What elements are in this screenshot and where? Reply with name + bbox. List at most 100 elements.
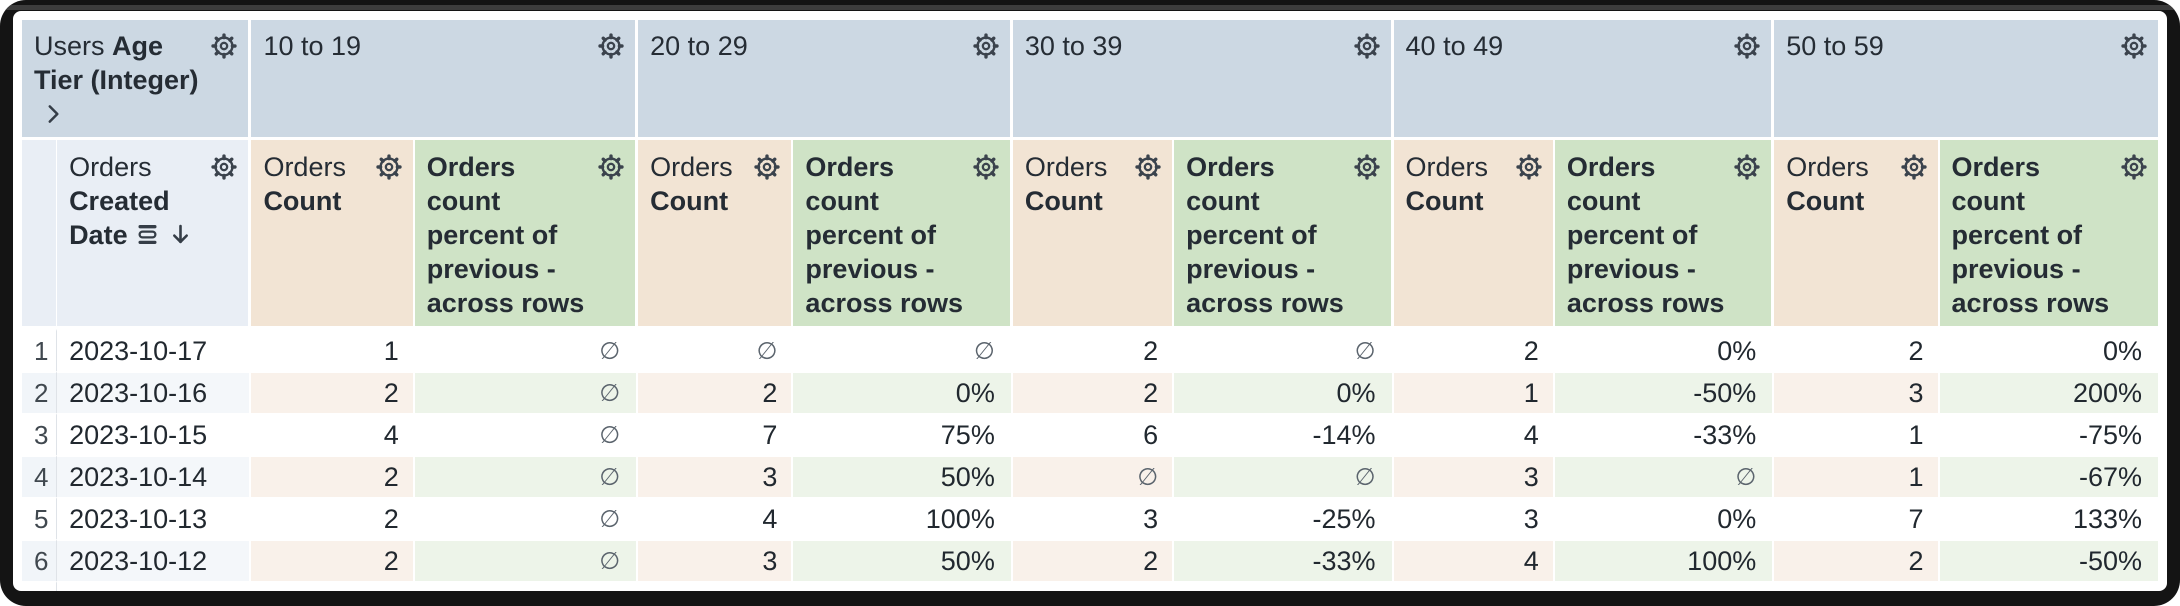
- count-cell[interactable]: 2: [251, 455, 415, 497]
- count-cell[interactable]: 6: [1012, 413, 1175, 455]
- gear-icon[interactable]: [1353, 153, 1381, 181]
- percent-cell[interactable]: 75%: [793, 413, 1013, 455]
- percent-cell[interactable]: 133%: [1939, 497, 2158, 539]
- pivot-expand-chevron-icon[interactable]: [40, 101, 66, 127]
- percent-cell[interactable]: 50%: [793, 455, 1013, 497]
- percent-cell[interactable]: ∅: [1939, 581, 2158, 591]
- percent-cell[interactable]: ∅: [793, 329, 1013, 371]
- count-cell[interactable]: 2: [1774, 581, 1940, 591]
- percent-cell[interactable]: ∅: [414, 497, 639, 539]
- percent-cell[interactable]: -50%: [1554, 371, 1775, 413]
- percent-cell[interactable]: 100%: [793, 497, 1013, 539]
- count-cell[interactable]: 1: [1774, 455, 1940, 497]
- pivot-value-header[interactable]: 50 to 59: [1774, 20, 2158, 140]
- pivot-field-header[interactable]: Users Age Tier (Integer): [22, 20, 252, 140]
- count-cell[interactable]: 3: [638, 539, 794, 581]
- count-cell[interactable]: 2: [1774, 539, 1940, 581]
- count-cell[interactable]: 2: [1393, 329, 1555, 371]
- percent-cell[interactable]: -33%: [1174, 539, 1394, 581]
- count-cell[interactable]: 2: [251, 371, 415, 413]
- count-cell[interactable]: 1: [251, 329, 415, 371]
- calc-header[interactable]: Orders count percent of previous - acros…: [793, 140, 1013, 329]
- count-cell[interactable]: 3: [251, 581, 415, 591]
- gear-icon[interactable]: [375, 153, 403, 181]
- measure-header[interactable]: Orders Count: [638, 140, 794, 329]
- date-cell[interactable]: 2023-10-16: [57, 371, 252, 413]
- measure-header[interactable]: Orders Count: [251, 140, 415, 329]
- percent-cell[interactable]: ∅: [414, 455, 639, 497]
- date-cell[interactable]: 2023-10-13: [57, 497, 252, 539]
- percent-cell[interactable]: 0%: [1939, 329, 2158, 371]
- date-cell[interactable]: 2023-10-17: [57, 329, 252, 371]
- pivot-value-header[interactable]: 20 to 29: [638, 20, 1013, 140]
- pivot-value-header[interactable]: 30 to 39: [1012, 20, 1394, 140]
- percent-cell[interactable]: 0%: [1554, 329, 1775, 371]
- count-cell[interactable]: ∅: [638, 329, 794, 371]
- percent-cell[interactable]: -25%: [1174, 497, 1394, 539]
- gear-icon[interactable]: [1353, 32, 1381, 60]
- percent-cell[interactable]: 50%: [1174, 581, 1394, 591]
- count-cell[interactable]: 2: [251, 539, 415, 581]
- count-cell[interactable]: 3: [638, 455, 794, 497]
- gear-icon[interactable]: [2120, 32, 2148, 60]
- calc-header[interactable]: Orders count percent of previous - acros…: [1174, 140, 1394, 329]
- count-cell[interactable]: 2: [638, 581, 794, 591]
- calc-header[interactable]: Orders count percent of previous - acros…: [414, 140, 639, 329]
- percent-cell[interactable]: -75%: [1939, 413, 2158, 455]
- count-cell[interactable]: 2: [1012, 371, 1175, 413]
- gear-icon[interactable]: [1733, 153, 1761, 181]
- percent-cell[interactable]: -67%: [1939, 455, 2158, 497]
- gear-icon[interactable]: [597, 153, 625, 181]
- date-cell[interactable]: 2023-10-12: [57, 539, 252, 581]
- date-cell[interactable]: 2023-10-15: [57, 413, 252, 455]
- gear-icon[interactable]: [597, 32, 625, 60]
- gear-icon[interactable]: [210, 32, 238, 60]
- measure-header[interactable]: Orders Count: [1012, 140, 1175, 329]
- gear-icon[interactable]: [210, 153, 238, 181]
- percent-cell[interactable]: ∅: [414, 413, 639, 455]
- percent-cell[interactable]: -50%: [1939, 539, 2158, 581]
- percent-cell[interactable]: ∅: [414, 581, 639, 591]
- count-cell[interactable]: 2: [1012, 539, 1175, 581]
- percent-cell[interactable]: ∅: [414, 539, 639, 581]
- percent-cell[interactable]: 100%: [1554, 539, 1775, 581]
- gear-icon[interactable]: [972, 153, 1000, 181]
- gear-icon[interactable]: [1733, 32, 1761, 60]
- pivot-value-header[interactable]: 40 to 49: [1393, 20, 1775, 140]
- calc-header[interactable]: Orders count percent of previous - acros…: [1554, 140, 1775, 329]
- gear-icon[interactable]: [1515, 153, 1543, 181]
- count-cell[interactable]: 7: [1774, 497, 1940, 539]
- gear-icon[interactable]: [2120, 153, 2148, 181]
- count-cell[interactable]: 4: [1393, 539, 1555, 581]
- count-cell[interactable]: 1: [1774, 413, 1940, 455]
- percent-cell[interactable]: -33%: [1554, 413, 1775, 455]
- count-cell[interactable]: 3: [1012, 581, 1175, 591]
- count-cell[interactable]: ∅: [1012, 455, 1175, 497]
- pivot-value-header[interactable]: 10 to 19: [251, 20, 639, 140]
- count-cell[interactable]: 1: [1393, 371, 1555, 413]
- count-cell[interactable]: 4: [251, 413, 415, 455]
- calc-header[interactable]: Orders count percent of previous - acros…: [1939, 140, 2158, 329]
- count-cell[interactable]: 2: [638, 371, 794, 413]
- measure-header[interactable]: Orders Count: [1393, 140, 1555, 329]
- count-cell[interactable]: 3: [1774, 371, 1940, 413]
- count-cell[interactable]: 4: [638, 497, 794, 539]
- count-cell[interactable]: 4: [1393, 413, 1555, 455]
- gear-icon[interactable]: [753, 153, 781, 181]
- date-field-header[interactable]: Orders Created Date: [57, 140, 252, 329]
- sort-descending-icon[interactable]: [167, 221, 194, 248]
- percent-cell[interactable]: ∅: [414, 371, 639, 413]
- percent-cell[interactable]: 200%: [1939, 371, 2158, 413]
- gear-icon[interactable]: [972, 32, 1000, 60]
- gear-icon[interactable]: [1134, 153, 1162, 181]
- percent-cell[interactable]: 0%: [1554, 497, 1775, 539]
- date-cell[interactable]: 2023-10-14: [57, 455, 252, 497]
- count-cell[interactable]: 3: [1393, 455, 1555, 497]
- percent-cell[interactable]: ∅: [1174, 329, 1394, 371]
- count-cell[interactable]: 3: [1393, 497, 1555, 539]
- gear-icon[interactable]: [1900, 153, 1928, 181]
- percent-cell[interactable]: ∅: [1174, 455, 1394, 497]
- count-cell[interactable]: 2: [1012, 329, 1175, 371]
- percent-cell[interactable]: ∅: [1554, 455, 1775, 497]
- count-cell[interactable]: 7: [638, 413, 794, 455]
